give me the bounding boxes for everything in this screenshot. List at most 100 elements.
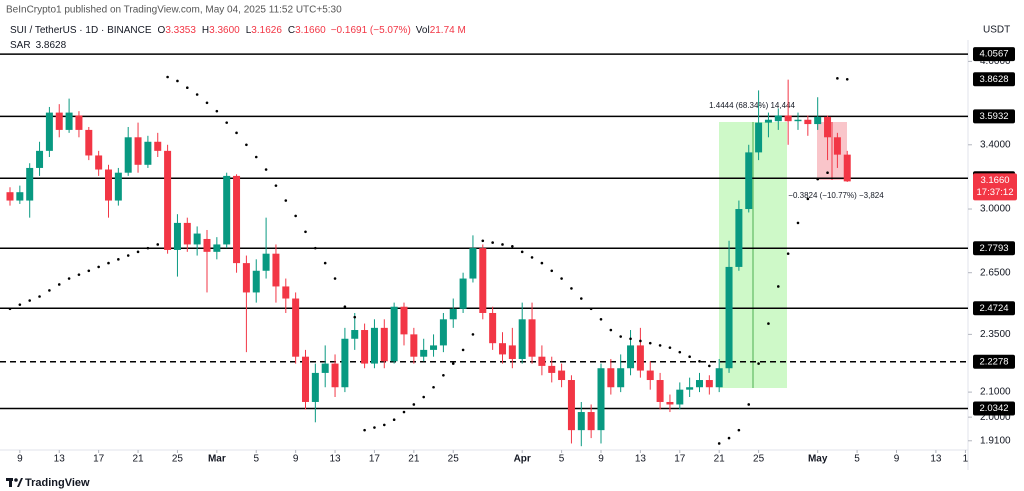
sar-dot — [639, 339, 642, 343]
sar-dot — [195, 93, 199, 96]
candle-body — [45, 112, 53, 151]
sar-dot — [294, 214, 297, 218]
level-label: 4.0567 — [979, 49, 1008, 60]
x-tick-label: 21 — [132, 454, 144, 465]
sar-dot — [274, 184, 278, 187]
sar-dot — [757, 362, 760, 365]
sar-dot — [225, 121, 228, 124]
candle-body — [301, 356, 309, 402]
sar-axis-label: 3.8628 — [979, 74, 1008, 85]
price-label-box — [973, 173, 1017, 201]
sar-dot — [520, 250, 524, 254]
ohlc-value: 3.3600 — [209, 25, 240, 36]
sar-dot — [442, 373, 445, 377]
candle-body — [636, 345, 644, 371]
sar-dot — [560, 277, 563, 280]
x-tick-label: Mar — [208, 454, 226, 465]
ohlc-value: 3.1626 — [251, 25, 282, 36]
candle-body — [676, 389, 684, 405]
candle-body — [410, 334, 418, 357]
candle-body — [764, 119, 772, 123]
sar-dot — [826, 171, 829, 175]
sar-dot — [658, 344, 662, 347]
y-tick-label: 3.0000 — [980, 204, 1011, 215]
sar-dot — [57, 283, 61, 286]
y-tick-label: 2.6500 — [980, 267, 1011, 278]
candle-body — [774, 115, 782, 122]
sar-dot — [629, 337, 632, 341]
candle-body — [321, 363, 329, 373]
candle-body — [203, 238, 211, 252]
candle-body — [489, 312, 497, 344]
sar-dot — [117, 258, 120, 261]
sar-dot — [176, 79, 179, 83]
sar-dot — [412, 403, 416, 406]
candle-body — [459, 278, 467, 309]
ohlc-value: 3.1660 — [295, 25, 326, 36]
candle-body — [213, 244, 221, 252]
candle-body — [331, 363, 339, 388]
sar-dot — [845, 77, 849, 81]
sar-dot — [717, 442, 721, 445]
candle-body — [558, 370, 566, 381]
sar-dot — [126, 254, 130, 257]
candle-body — [311, 372, 319, 402]
y-tick-label: 2.3500 — [980, 329, 1011, 340]
candle-body — [173, 222, 181, 250]
sar-dot — [87, 269, 91, 273]
level-label: 2.0342 — [979, 403, 1008, 414]
x-tick-label: 5 — [253, 454, 259, 465]
candle-body — [479, 248, 487, 313]
sar-dot — [382, 423, 386, 427]
candle-body — [577, 412, 585, 431]
x-tick-label: 5 — [854, 454, 860, 465]
sar-dot — [392, 418, 396, 422]
x-tick-label: 25 — [753, 454, 765, 465]
candle-body — [242, 263, 250, 293]
candle-body — [587, 412, 595, 431]
candle-body — [164, 150, 172, 250]
candle-body — [124, 137, 132, 173]
sar-dot — [185, 86, 189, 89]
sar-dot — [333, 277, 337, 280]
candle-body — [104, 169, 112, 201]
sar-dot — [97, 265, 100, 269]
sar-dot — [698, 359, 701, 363]
brand: TradingView — [25, 477, 90, 489]
x-tick-label: 13 — [54, 454, 66, 465]
sar-dot — [776, 285, 780, 288]
x-tick-label: 21 — [714, 454, 726, 465]
candle-body — [538, 356, 546, 366]
x-tick-label: 9 — [598, 454, 604, 465]
candle-body — [725, 266, 733, 369]
x-tick-label: 13 — [635, 454, 647, 465]
sar-dot — [373, 426, 376, 429]
x-tick-label: 9 — [17, 454, 23, 465]
level-label: 3.5932 — [979, 111, 1008, 122]
candle-body — [469, 248, 477, 279]
candle-body — [715, 368, 723, 388]
sar-dot — [166, 75, 169, 79]
sar-dot — [461, 348, 465, 352]
level-label: 2.7793 — [979, 243, 1008, 254]
candle-body — [784, 115, 792, 122]
candle-body — [154, 141, 162, 151]
sar-axis-label-box — [973, 72, 1015, 87]
candle-body — [26, 167, 34, 201]
candle-body — [351, 330, 359, 339]
candle-body — [370, 327, 378, 364]
candle-body — [292, 298, 300, 357]
sar-dot — [28, 299, 31, 302]
candle-body — [735, 209, 743, 267]
candle-body — [843, 154, 851, 182]
level-label-box — [973, 241, 1015, 256]
sar-dot — [678, 350, 682, 354]
candle-body — [686, 387, 694, 390]
sar-dot — [579, 297, 583, 300]
sar-dot — [205, 101, 209, 105]
price-countdown: 17:37:12 — [977, 187, 1014, 198]
ohlc-key: L — [246, 25, 252, 36]
x-tick-label: 5 — [559, 454, 565, 465]
sar-dot — [343, 305, 347, 309]
sar-dot — [471, 333, 475, 336]
